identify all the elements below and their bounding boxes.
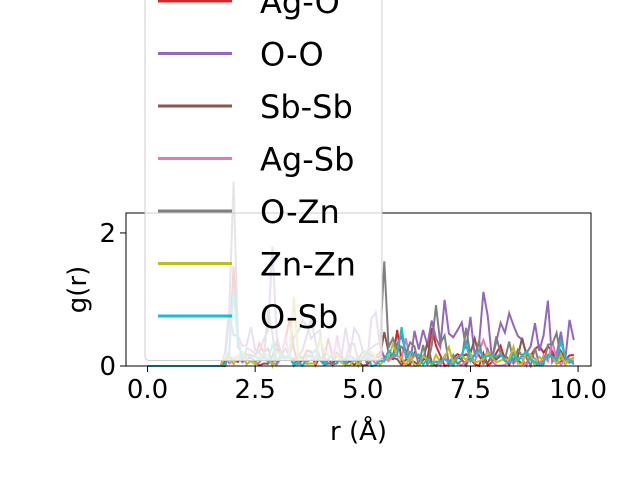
legend-label-zn-zn: Zn-Zn xyxy=(260,246,356,284)
y-axis-label: g(r) xyxy=(63,266,93,313)
x-tick-label: 2.5 xyxy=(234,375,275,405)
legend: Ag-O O-O Sb-Sb Ag-Sb O-Zn Zn-Zn O-Sb xyxy=(144,0,383,361)
y-tick-label: 0 xyxy=(99,352,116,382)
x-tick-label: 7.5 xyxy=(450,375,491,405)
legend-label-sb-sb: Sb-Sb xyxy=(260,88,353,126)
legend-label-o-o: O-O xyxy=(260,36,324,74)
x-tick-label: 0.0 xyxy=(127,375,168,405)
legend-box xyxy=(144,0,383,361)
y-tick-label: 2 xyxy=(99,219,116,249)
axis-ticks: 0.0 2.5 5.0 7.5 10.0 0 2 xyxy=(99,219,607,405)
x-tick-label: 10.0 xyxy=(549,375,607,405)
legend-label-ag-o: Ag-O xyxy=(260,0,340,21)
x-axis-label: r (Å) xyxy=(330,415,387,447)
x-tick-label: 5.0 xyxy=(342,375,383,405)
legend-label-o-zn: O-Zn xyxy=(260,193,340,231)
legend-label-ag-sb: Ag-Sb xyxy=(260,141,354,179)
legend-label-o-sb: O-Sb xyxy=(260,298,338,336)
